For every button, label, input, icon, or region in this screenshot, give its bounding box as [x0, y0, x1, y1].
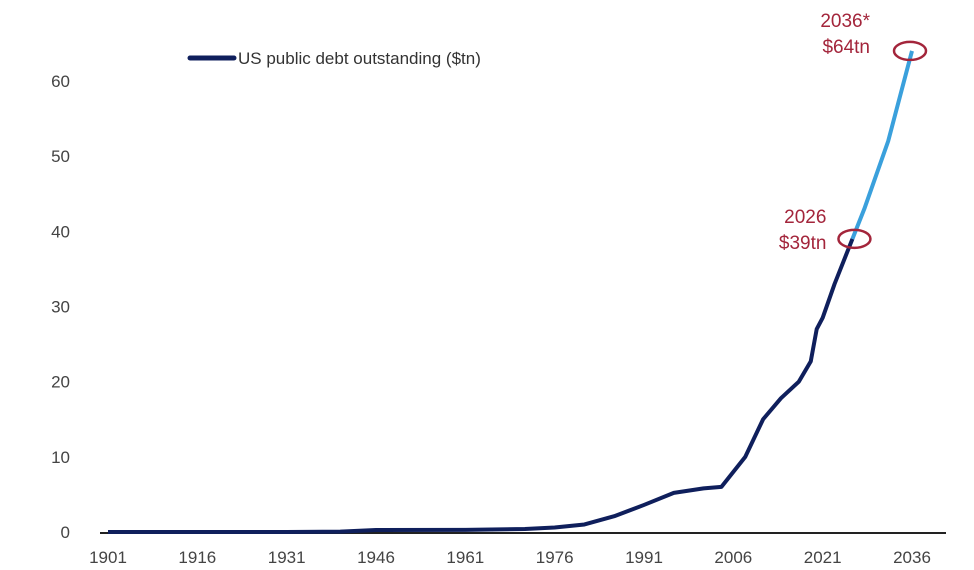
- annotation-value: $64tn: [822, 37, 870, 58]
- annotation-circle: [892, 40, 928, 62]
- x-tick-label: 1931: [268, 548, 306, 567]
- y-tick-label: 20: [51, 373, 70, 392]
- y-tick-label: 40: [51, 222, 70, 241]
- historical-debt-line: [108, 238, 855, 534]
- y-tick-label: 0: [61, 523, 70, 542]
- projection-line: [850, 50, 914, 240]
- y-tick-label: 10: [51, 448, 70, 467]
- x-tick-label: 1901: [89, 548, 127, 567]
- y-tick-label: 50: [51, 147, 70, 166]
- x-tick-label: 1946: [357, 548, 395, 567]
- annotation-year: 2036*: [820, 11, 870, 32]
- x-tick-label: 1916: [178, 548, 216, 567]
- y-tick-label: 30: [51, 298, 70, 317]
- y-tick-label: 60: [51, 72, 70, 91]
- x-tick-label: 2006: [714, 548, 752, 567]
- legend: US public debt outstanding ($tn): [187, 49, 481, 68]
- legend-label: US public debt outstanding ($tn): [238, 49, 481, 68]
- x-tick-label: 1961: [446, 548, 484, 567]
- x-tick-label: 1991: [625, 548, 663, 567]
- x-tick-label: 1976: [536, 548, 574, 567]
- annotation-circle: [837, 228, 872, 250]
- annotation-value: $39tn: [779, 233, 827, 254]
- x-tick-label: 2021: [804, 548, 842, 567]
- annotation-year: 2026: [784, 207, 826, 228]
- x-tick-label: 2036: [893, 548, 931, 567]
